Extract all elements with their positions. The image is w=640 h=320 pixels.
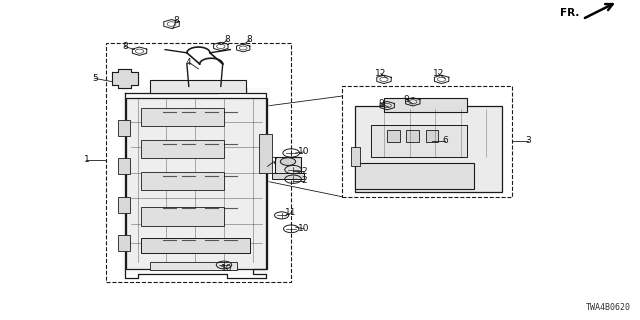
Text: 12: 12	[375, 69, 387, 78]
Text: 8: 8	[173, 16, 179, 25]
Bar	[106, 43, 291, 282]
Polygon shape	[122, 88, 269, 274]
Bar	[150, 80, 246, 93]
Text: 12: 12	[433, 69, 444, 78]
Circle shape	[280, 158, 296, 165]
Bar	[426, 130, 438, 142]
Text: 10: 10	[221, 264, 233, 273]
Bar	[141, 238, 250, 253]
Text: 8: 8	[122, 42, 127, 51]
Bar	[259, 134, 272, 173]
Text: 10: 10	[298, 224, 310, 233]
Bar	[150, 262, 237, 270]
Bar	[351, 147, 360, 166]
Text: TWA4B0620: TWA4B0620	[586, 303, 630, 312]
Bar	[118, 235, 130, 251]
FancyBboxPatch shape	[126, 98, 267, 269]
Text: 7: 7	[271, 157, 276, 166]
Text: 9: 9	[404, 95, 409, 104]
Text: 11: 11	[285, 208, 297, 217]
Text: 2: 2	[301, 167, 307, 176]
Bar	[355, 163, 474, 189]
Text: 5: 5	[92, 74, 97, 83]
Bar	[387, 130, 400, 142]
Bar	[272, 173, 304, 179]
Bar	[118, 158, 130, 174]
Bar	[141, 140, 224, 158]
Bar	[141, 172, 224, 190]
Text: 1: 1	[84, 156, 89, 164]
Text: FR.: FR.	[560, 8, 579, 18]
Text: 8: 8	[225, 36, 230, 44]
Bar	[275, 157, 301, 174]
Text: 4: 4	[186, 58, 191, 67]
Text: 9: 9	[378, 100, 383, 108]
Polygon shape	[112, 69, 138, 88]
Bar	[141, 207, 224, 226]
Text: 6: 6	[442, 136, 447, 145]
Bar	[355, 106, 502, 192]
Text: 10: 10	[298, 148, 310, 156]
Bar	[384, 98, 467, 112]
Bar	[371, 125, 467, 157]
Text: 3: 3	[525, 136, 531, 145]
Bar	[342, 86, 512, 197]
Text: 8: 8	[247, 36, 252, 44]
Text: 2: 2	[301, 176, 307, 185]
Bar	[118, 120, 130, 136]
Bar	[141, 108, 224, 126]
Bar	[406, 130, 419, 142]
Bar	[118, 197, 130, 213]
